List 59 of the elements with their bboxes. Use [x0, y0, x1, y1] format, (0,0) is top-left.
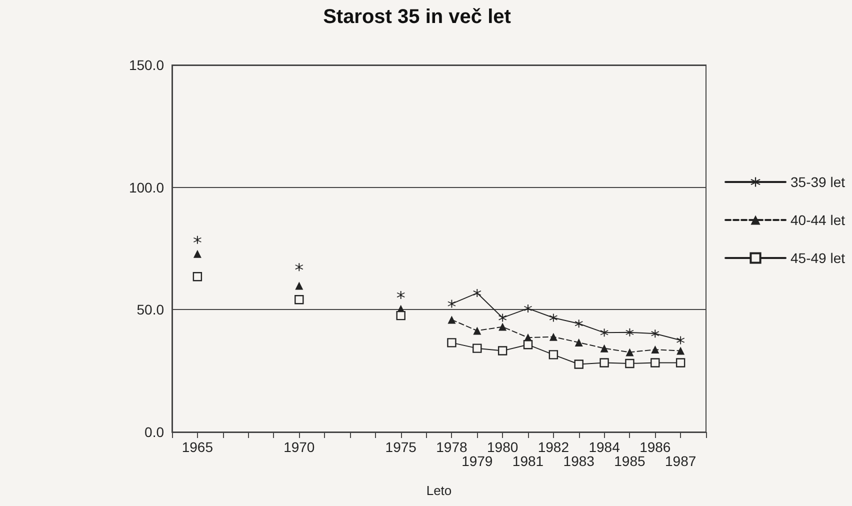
x-tick-label: 1987	[664, 453, 696, 469]
point	[574, 338, 583, 346]
point	[549, 314, 558, 322]
point	[574, 320, 583, 328]
point	[498, 314, 507, 322]
point	[600, 358, 609, 368]
point	[448, 316, 456, 324]
point	[676, 358, 686, 368]
x-tick-label: 1980	[486, 439, 518, 455]
point	[498, 346, 508, 356]
point	[651, 346, 660, 354]
chart-title: Starost 35 in več let	[323, 6, 512, 28]
point	[524, 304, 532, 312]
legend-label: 40-44 let	[790, 212, 846, 228]
x-tick-label: 1984	[588, 439, 620, 455]
point	[447, 338, 456, 348]
x-tick-label: 1985	[614, 453, 646, 469]
point	[192, 272, 202, 282]
point	[193, 250, 202, 258]
y-tick-label: 150.0	[128, 57, 164, 73]
point	[473, 289, 482, 298]
x-tick-label: 1983	[563, 453, 595, 469]
point	[193, 236, 202, 244]
legend-label: 45-49 let	[790, 250, 846, 266]
point	[651, 330, 660, 338]
point	[548, 350, 558, 360]
point	[600, 328, 608, 337]
point	[549, 332, 558, 341]
point	[448, 300, 456, 308]
y-tick-label: 50.0	[136, 302, 164, 318]
point	[625, 358, 634, 368]
point	[498, 322, 507, 331]
x-tick-label: 1965	[182, 439, 214, 455]
point	[396, 290, 405, 299]
point	[295, 282, 304, 290]
y-tick-label: 100.0	[128, 179, 164, 196]
point	[676, 346, 685, 355]
x-tick-label: 1986	[640, 439, 671, 455]
point	[472, 344, 482, 353]
x-axis-title: Leto	[426, 483, 452, 498]
x-tick-label: 1970	[284, 439, 315, 455]
point	[396, 310, 406, 320]
point	[473, 326, 482, 335]
point	[523, 340, 533, 350]
x-tick-label: 1981	[512, 453, 544, 469]
legend-label: 35-39 let	[790, 174, 846, 190]
y-tick-label: 0.0	[144, 424, 164, 440]
x-tick-label: 1982	[538, 439, 570, 455]
x-tick-label: 1978	[436, 439, 468, 455]
point	[626, 328, 634, 336]
x-tick-label: 1975	[385, 439, 417, 455]
point	[295, 263, 304, 272]
point	[574, 360, 584, 369]
point	[650, 358, 660, 368]
point	[294, 295, 304, 304]
x-tick-label: 1979	[462, 453, 493, 469]
point	[676, 336, 685, 344]
point	[626, 348, 634, 356]
point	[600, 344, 608, 352]
